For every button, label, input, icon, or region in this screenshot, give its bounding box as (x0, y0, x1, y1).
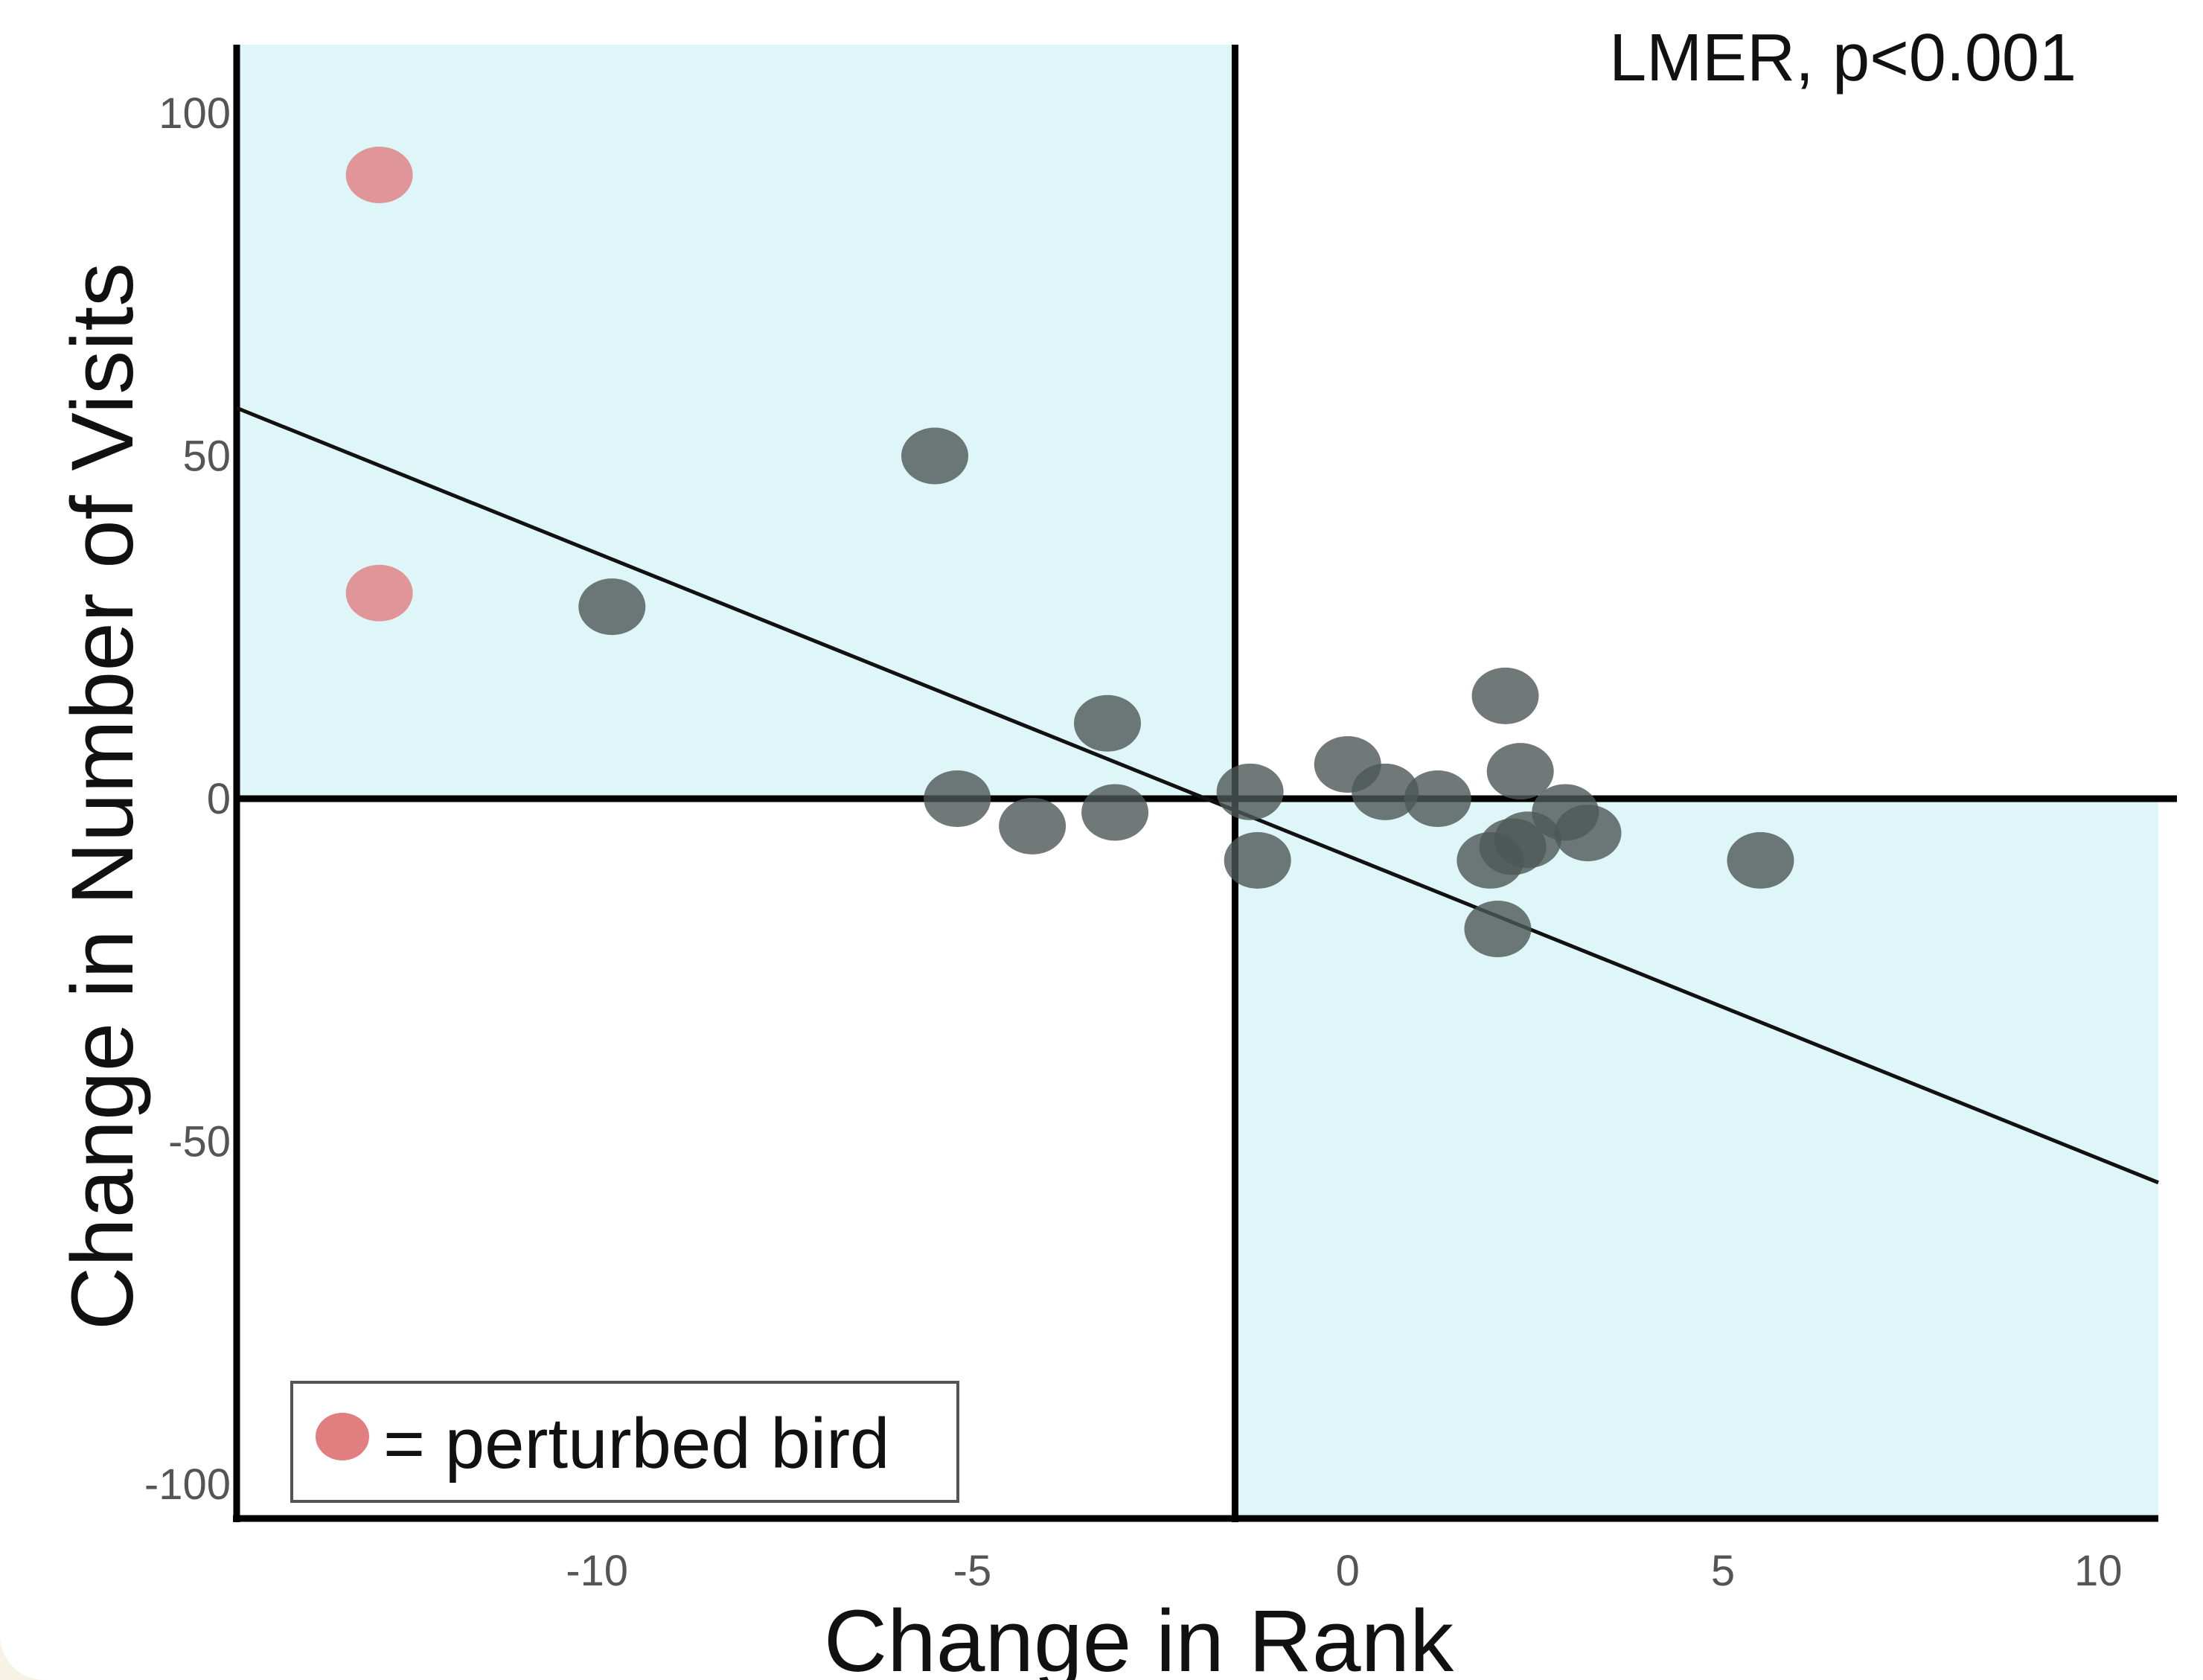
x-tick-label: 10 (2074, 1547, 2123, 1595)
y-axis-label: Change in Number of Visits (54, 263, 152, 1330)
annotation-text: LMER, p<0.001 (1609, 21, 2076, 95)
shade-lower-right (1235, 799, 2158, 1518)
data-point (1404, 770, 1471, 828)
data-point (1727, 831, 1794, 889)
shaded-quadrants (237, 45, 2158, 1518)
data-point (1486, 743, 1554, 800)
data-point (1471, 667, 1539, 724)
legend-swatch (316, 1413, 369, 1460)
data-point (1216, 763, 1284, 820)
y-tick-label: -50 (168, 1117, 231, 1166)
y-tick-label: -100 (144, 1460, 231, 1509)
data-point (1464, 901, 1532, 957)
regression-line (236, 406, 2159, 1185)
data-point (924, 770, 991, 828)
data-point (1554, 805, 1622, 862)
legend-box (290, 1381, 959, 1503)
data-points (345, 146, 1794, 957)
y-tick-label: 100 (159, 89, 231, 138)
data-point (1073, 694, 1141, 752)
y-tick-label: 0 (207, 775, 231, 823)
legend: = perturbed bird (290, 1381, 959, 1503)
y-tick-label: 50 (182, 432, 231, 481)
regression-line-group (236, 406, 2159, 1185)
x-tick-label: 5 (1711, 1547, 1735, 1595)
data-point (1352, 763, 1419, 820)
data-point (1224, 831, 1291, 889)
data-point (345, 146, 413, 203)
x-axis-label: Change in Rank (824, 1592, 1454, 1680)
x-tick-label: 0 (1336, 1547, 1360, 1595)
x-tick-label: -10 (566, 1547, 628, 1595)
data-point (901, 427, 968, 485)
data-point (999, 797, 1067, 855)
data-point (578, 578, 646, 636)
data-point (1081, 784, 1149, 841)
x-tick-label: -5 (953, 1547, 992, 1595)
legend-label: = perturbed bird (383, 1404, 889, 1483)
data-point (345, 564, 413, 622)
